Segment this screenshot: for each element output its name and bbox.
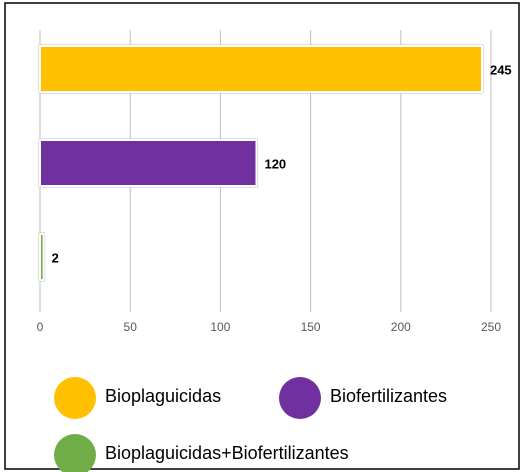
bar xyxy=(39,45,483,93)
bar xyxy=(39,233,45,281)
legend-label: Biofertilizantes xyxy=(330,386,447,406)
x-tick-label: 0 xyxy=(37,320,44,334)
legend-label: Bioplaguicidas+Biofertilizantes xyxy=(105,443,349,463)
x-tick-label: 100 xyxy=(210,320,230,334)
legend-marker xyxy=(54,377,96,419)
legend-marker xyxy=(54,434,96,472)
value-label: 245 xyxy=(490,62,512,77)
value-label: 120 xyxy=(264,156,286,171)
x-tick-label: 200 xyxy=(391,320,411,334)
value-label: 2 xyxy=(52,250,59,265)
x-tick-label: 250 xyxy=(481,320,501,334)
x-tick-label: 150 xyxy=(301,320,321,334)
bar xyxy=(39,139,258,187)
legend-label: Bioplaguicidas xyxy=(105,386,221,406)
x-tick-label: 50 xyxy=(124,320,138,334)
legend-marker xyxy=(279,377,321,419)
